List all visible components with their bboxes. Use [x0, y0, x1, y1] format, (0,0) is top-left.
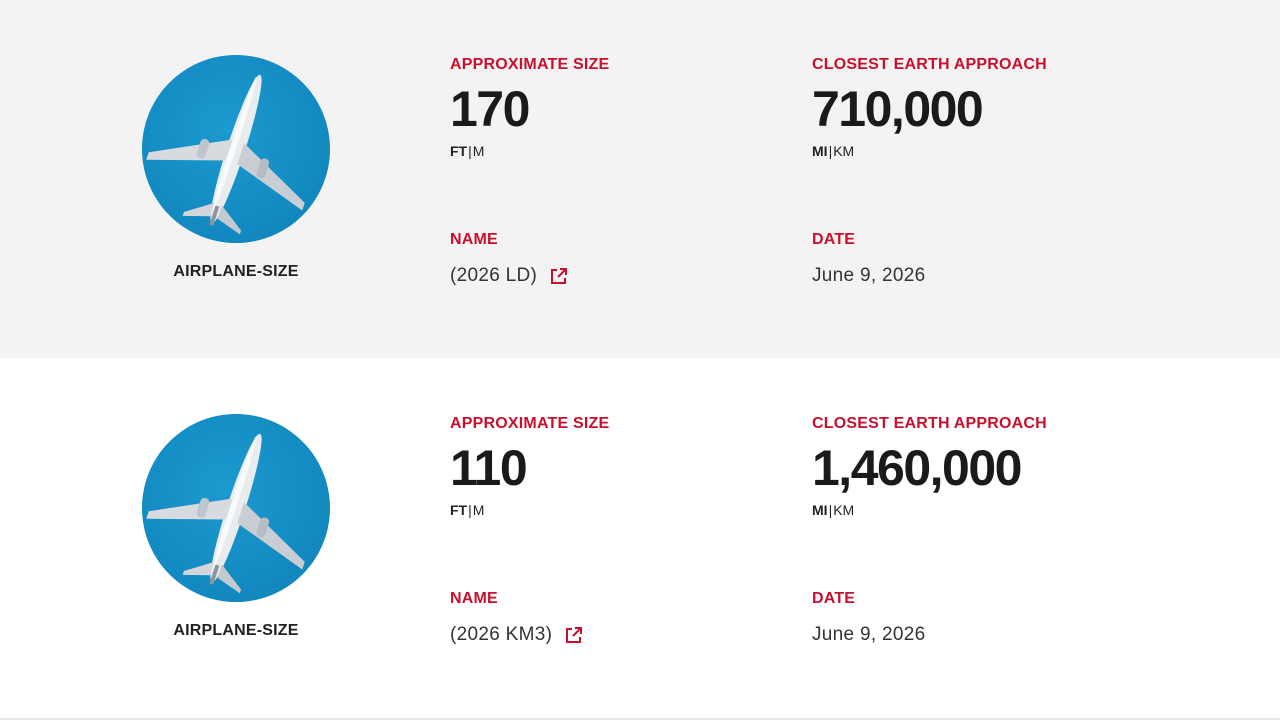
unit-separator: |: [828, 143, 833, 159]
closest-approach-field: CLOSEST EARTH APPROACH 1,460,000 MI|KM: [812, 414, 1047, 519]
approximate-size-field: APPROXIMATE SIZE 170 FT|M: [450, 55, 609, 160]
airplane-icon: [142, 55, 330, 243]
asteroid-name[interactable]: (2026 LD): [450, 265, 538, 286]
unit-mi[interactable]: MI: [812, 502, 828, 518]
closest-approach-field: CLOSEST EARTH APPROACH 710,000 MI|KM: [812, 55, 1047, 160]
approximate-size-field: APPROXIMATE SIZE 110 FT|M: [450, 414, 609, 519]
size-category: AIRPLANE-SIZE: [173, 263, 299, 280]
unit-m[interactable]: M: [472, 502, 485, 518]
unit-ft[interactable]: FT: [450, 502, 468, 518]
distance-unit-toggle[interactable]: MI|KM: [812, 142, 1047, 160]
approximate-size-label: APPROXIMATE SIZE: [450, 56, 610, 73]
unit-km[interactable]: KM: [833, 502, 855, 518]
asteroid-name[interactable]: (2026 KM3): [450, 624, 553, 645]
name-field: NAME (2026 LD): [450, 230, 569, 288]
closest-approach-value: 710,000: [812, 81, 984, 137]
unit-ft[interactable]: FT: [450, 143, 468, 159]
unit-separator: |: [468, 143, 472, 159]
size-unit-toggle[interactable]: FT|M: [450, 501, 609, 519]
name-label: NAME: [450, 231, 498, 248]
approximate-size-value: 110: [450, 440, 528, 496]
unit-separator: |: [828, 502, 833, 518]
asteroid-name-link[interactable]: (2026 KM3): [450, 623, 584, 647]
closest-approach-label: CLOSEST EARTH APPROACH: [812, 56, 1047, 73]
size-unit-toggle[interactable]: FT|M: [450, 142, 609, 160]
distance-unit-toggle[interactable]: MI|KM: [812, 501, 1047, 519]
approximate-size-value: 170: [450, 81, 530, 137]
size-category: AIRPLANE-SIZE: [173, 622, 299, 639]
date-label: DATE: [812, 590, 856, 607]
asteroid-row: AIRPLANE-SIZE APPROXIMATE SIZE 170 FT|M …: [0, 0, 1280, 358]
external-link-icon[interactable]: [549, 266, 569, 286]
external-link-icon[interactable]: [564, 625, 584, 645]
name-label: NAME: [450, 590, 498, 607]
approximate-size-label: APPROXIMATE SIZE: [450, 415, 610, 432]
unit-separator: |: [468, 502, 472, 518]
unit-mi[interactable]: MI: [812, 143, 828, 159]
size-thumbnail: AIRPLANE-SIZE: [142, 55, 330, 281]
date-value: June 9, 2026: [812, 265, 926, 286]
asteroid-name-link[interactable]: (2026 LD): [450, 264, 569, 288]
closest-approach-label: CLOSEST EARTH APPROACH: [812, 415, 1047, 432]
name-field: NAME (2026 KM3): [450, 589, 584, 647]
date-value: June 9, 2026: [812, 624, 926, 645]
date-label: DATE: [812, 231, 856, 248]
airplane-icon: [142, 414, 330, 602]
asteroid-row: AIRPLANE-SIZE APPROXIMATE SIZE 110 FT|M …: [0, 358, 1280, 720]
size-thumbnail: AIRPLANE-SIZE: [142, 414, 330, 640]
unit-m[interactable]: M: [472, 143, 485, 159]
closest-approach-value: 1,460,000: [812, 440, 1022, 496]
unit-km[interactable]: KM: [833, 143, 855, 159]
date-field: DATE June 9, 2026: [812, 230, 925, 288]
date-field: DATE June 9, 2026: [812, 589, 925, 647]
